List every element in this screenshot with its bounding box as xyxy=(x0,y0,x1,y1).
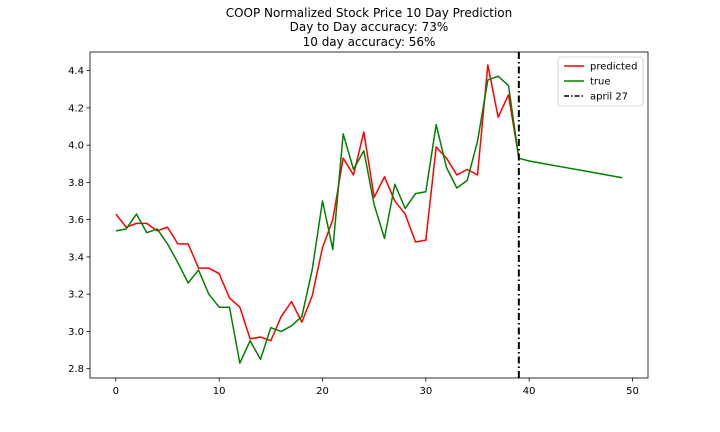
series-line-true xyxy=(115,75,623,364)
x-tick-label-10: 10 xyxy=(213,386,226,397)
series-line-predicted xyxy=(115,64,520,342)
y-axis: 2.8 3.0 3.2 3.4 3.6 3.8 4.0 4.2 4.4 xyxy=(68,66,90,375)
plot-frame xyxy=(89,51,649,379)
y-tick-label-7: 4.2 xyxy=(68,103,84,114)
title-line-1: COOP Normalized Stock Price 10 Day Predi… xyxy=(226,6,513,20)
y-tick-label-6: 4.0 xyxy=(68,141,84,152)
legend-label-april-27: april 27 xyxy=(590,92,628,103)
y-tick-label-5: 3.8 xyxy=(68,178,84,189)
legend-box xyxy=(557,56,644,107)
legend: predicted true april 27 xyxy=(557,56,644,107)
x-tick-label-50: 50 xyxy=(626,386,639,397)
title-line-2: Day to Day accuracy: 73% xyxy=(290,20,449,34)
legend-label-predicted: predicted xyxy=(590,62,637,73)
series-lines xyxy=(115,52,623,378)
y-tick-label-3: 3.4 xyxy=(68,252,84,263)
x-tick-label-20: 20 xyxy=(316,386,329,397)
y-tick-label-0: 2.8 xyxy=(68,364,84,375)
x-tick-label-0: 0 xyxy=(113,386,119,397)
y-tick-label-4: 3.6 xyxy=(68,215,84,226)
y-tick-label-8: 4.4 xyxy=(68,66,84,77)
legend-label-true: true xyxy=(590,77,611,88)
x-tick-label-40: 40 xyxy=(523,386,536,397)
x-tick-label-30: 30 xyxy=(419,386,432,397)
title-line-3: 10 day accuracy: 56% xyxy=(303,35,436,49)
y-tick-label-1: 3.0 xyxy=(68,327,84,338)
chart-title: COOP Normalized Stock Price 10 Day Predi… xyxy=(226,6,513,49)
y-tick-label-2: 3.2 xyxy=(68,290,84,301)
x-axis: 0 10 20 30 40 50 xyxy=(113,378,639,397)
